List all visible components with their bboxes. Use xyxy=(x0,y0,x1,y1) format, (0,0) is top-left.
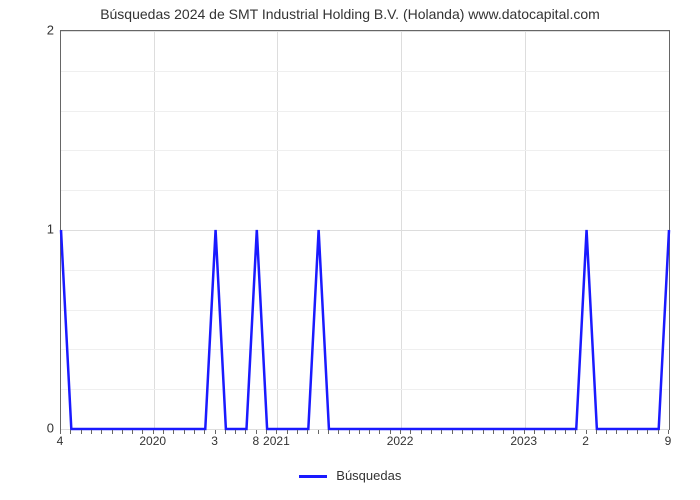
minor-tick xyxy=(379,430,380,434)
xtick-year-label: 2022 xyxy=(387,434,414,448)
minor-tick xyxy=(431,430,432,434)
line-series xyxy=(61,31,669,429)
minor-tick xyxy=(637,430,638,434)
minor-tick xyxy=(276,430,277,434)
minor-tick xyxy=(266,430,267,434)
minor-tick xyxy=(410,430,411,434)
minor-tick xyxy=(452,430,453,434)
minor-tick xyxy=(647,430,648,434)
chart-container: Búsquedas 2024 de SMT Industrial Holding… xyxy=(0,0,700,500)
minor-tick xyxy=(390,430,391,434)
minor-tick xyxy=(122,430,123,434)
xtick-year-label: 2021 xyxy=(263,434,290,448)
minor-tick xyxy=(513,430,514,434)
minor-tick xyxy=(472,430,473,434)
minor-tick xyxy=(658,430,659,434)
minor-tick xyxy=(400,430,401,434)
legend-label: Búsquedas xyxy=(336,468,401,483)
minor-tick xyxy=(596,430,597,434)
minor-tick xyxy=(173,430,174,434)
point-value-label: 2 xyxy=(582,434,589,448)
minor-tick xyxy=(606,430,607,434)
minor-tick xyxy=(544,430,545,434)
minor-tick xyxy=(441,430,442,434)
minor-tick xyxy=(534,430,535,434)
minor-tick xyxy=(575,430,576,434)
minor-tick xyxy=(112,430,113,434)
minor-tick xyxy=(142,430,143,434)
ytick-label: 0 xyxy=(47,421,54,436)
minor-tick xyxy=(81,430,82,434)
minor-tick xyxy=(70,430,71,434)
point-value-label: 8 xyxy=(252,434,259,448)
minor-tick xyxy=(194,430,195,434)
minor-tick xyxy=(132,430,133,434)
minor-tick xyxy=(503,430,504,434)
legend: Búsquedas xyxy=(0,468,700,483)
minor-tick xyxy=(493,430,494,434)
minor-tick xyxy=(287,430,288,434)
minor-tick xyxy=(338,430,339,434)
legend-swatch xyxy=(299,475,327,478)
minor-tick xyxy=(307,430,308,434)
minor-tick xyxy=(369,430,370,434)
minor-tick xyxy=(565,430,566,434)
minor-tick xyxy=(91,430,92,434)
minor-tick xyxy=(245,430,246,434)
minor-tick xyxy=(421,430,422,434)
minor-tick xyxy=(163,430,164,434)
minor-tick xyxy=(153,430,154,434)
minor-tick xyxy=(235,430,236,434)
minor-tick xyxy=(616,430,617,434)
minor-tick xyxy=(349,430,350,434)
point-value-label: 3 xyxy=(211,434,218,448)
chart-title: Búsquedas 2024 de SMT Industrial Holding… xyxy=(0,6,700,22)
point-value-label: 4 xyxy=(57,434,64,448)
minor-tick xyxy=(297,430,298,434)
xtick-year-label: 2023 xyxy=(510,434,537,448)
minor-tick xyxy=(318,430,319,434)
minor-tick xyxy=(524,430,525,434)
minor-tick xyxy=(101,430,102,434)
minor-tick xyxy=(627,430,628,434)
minor-tick xyxy=(328,430,329,434)
minor-tick xyxy=(184,430,185,434)
minor-tick xyxy=(204,430,205,434)
minor-tick xyxy=(555,430,556,434)
point-value-label: 9 xyxy=(665,434,672,448)
ytick-label: 1 xyxy=(47,222,54,237)
xtick-year-label: 2020 xyxy=(139,434,166,448)
minor-tick xyxy=(462,430,463,434)
ytick-label: 2 xyxy=(47,23,54,38)
minor-tick xyxy=(225,430,226,434)
plot-area xyxy=(60,30,670,430)
minor-tick xyxy=(483,430,484,434)
minor-tick xyxy=(359,430,360,434)
